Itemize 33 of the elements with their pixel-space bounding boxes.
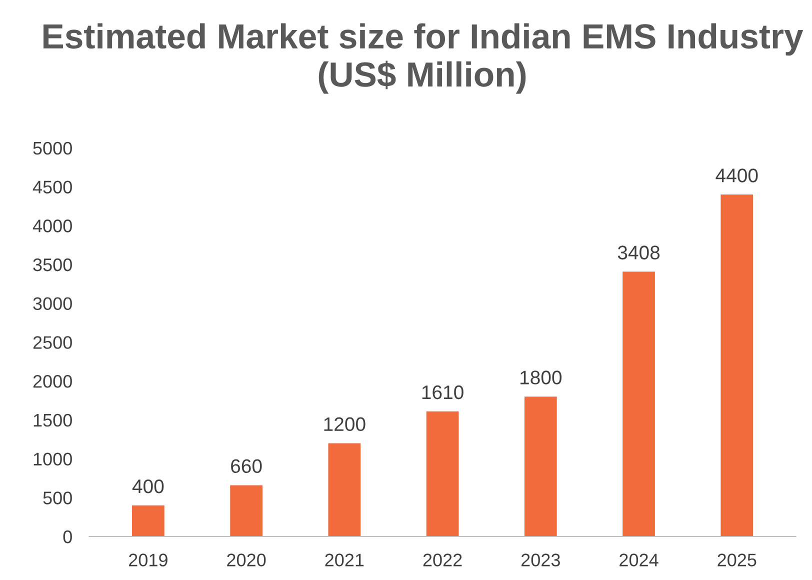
y-tick-label: 500 xyxy=(43,492,72,504)
x-tick-label: 2024 xyxy=(620,554,658,566)
y-tick-label: 4000 xyxy=(32,220,72,232)
data-label: 3408 xyxy=(618,246,660,260)
x-tick-label: 2022 xyxy=(423,554,462,566)
bar xyxy=(230,485,262,536)
y-tick-label: 5000 xyxy=(33,142,72,155)
data-label: 400 xyxy=(132,479,164,494)
data-label: 4400 xyxy=(716,168,758,182)
y-tick-label: 4500 xyxy=(32,180,72,194)
y-tick-label: 2500 xyxy=(33,336,72,349)
data-label: 660 xyxy=(231,459,262,474)
y-tick-label: 2000 xyxy=(33,374,72,388)
y-tick-label: 3500 xyxy=(33,258,72,272)
bar xyxy=(426,411,459,536)
y-tick-label: 1500 xyxy=(34,414,72,427)
x-tick-label: 2019 xyxy=(129,554,168,566)
x-tick-label: 2025 xyxy=(718,554,756,566)
y-tick-label: 0 xyxy=(63,530,72,544)
data-label: 1200 xyxy=(324,417,366,432)
bar xyxy=(328,443,361,536)
y-tick-label: 3000 xyxy=(33,297,72,310)
chart-title: Estimated Market size for Indian EMS Industry (US$ Million) xyxy=(44,23,804,94)
y-tick-label: 1000 xyxy=(34,452,72,466)
x-tick-label: 2020 xyxy=(227,554,266,566)
x-tick-label: 2021 xyxy=(325,554,364,566)
data-label: 1800 xyxy=(520,370,562,384)
bar xyxy=(524,396,557,536)
x-tick-label: 2023 xyxy=(521,554,560,566)
data-label: 1610 xyxy=(422,385,464,400)
bar xyxy=(132,505,164,536)
bar xyxy=(622,272,655,536)
bar xyxy=(720,194,754,536)
